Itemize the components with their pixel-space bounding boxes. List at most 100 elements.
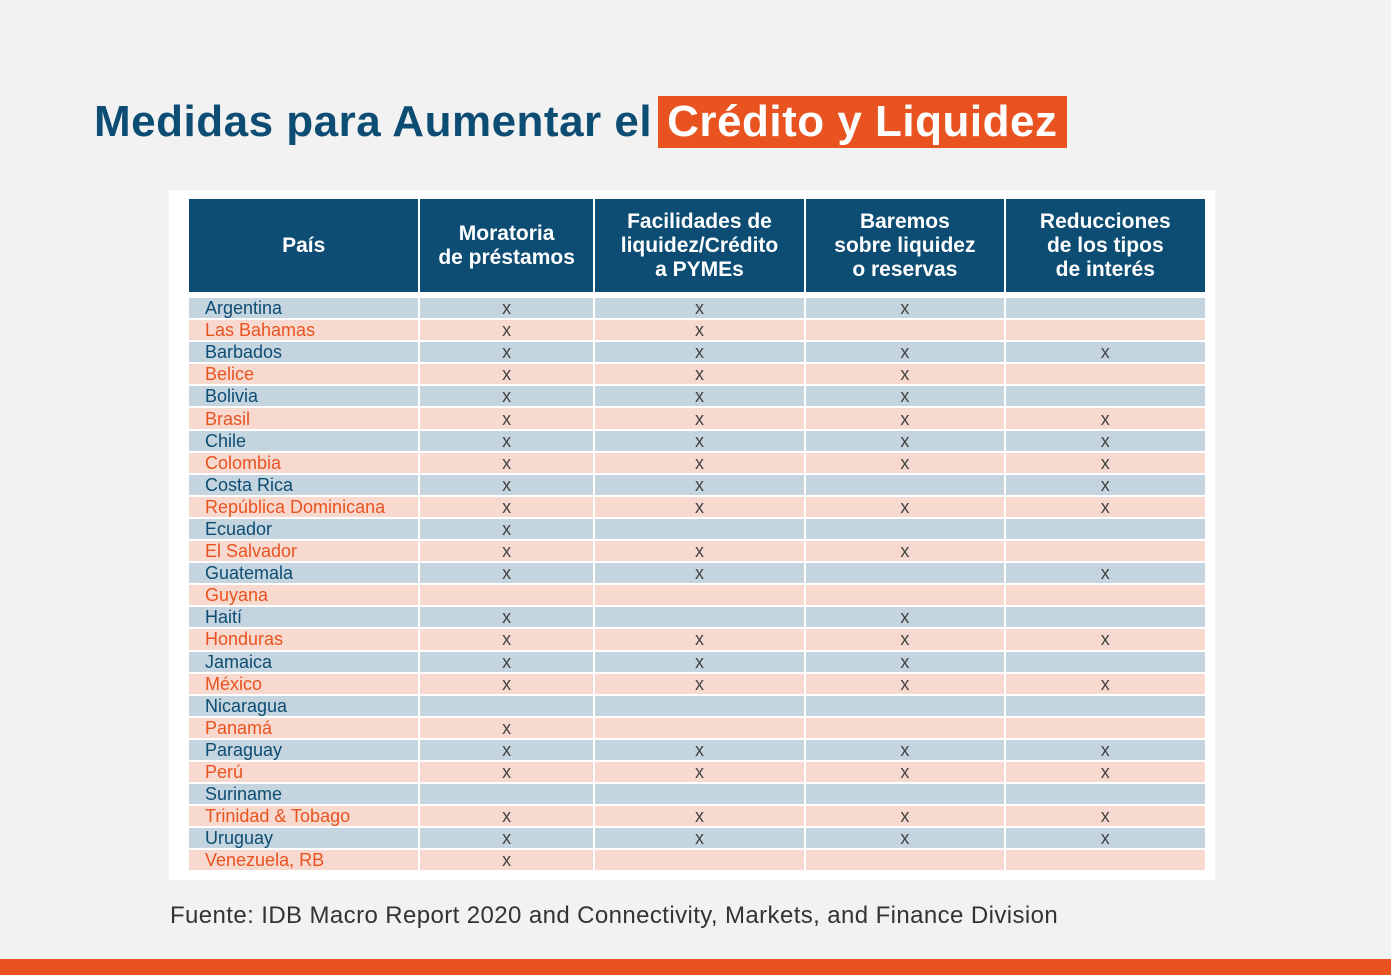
cell-loan-moratorium: x	[420, 298, 593, 319]
cell-loan-moratorium: x	[420, 563, 593, 584]
cell-liquidity-requirements: x	[806, 298, 1004, 319]
cell-liquidity-requirements: x	[806, 607, 1004, 628]
cell-rate-cuts: x	[1005, 342, 1205, 363]
cell-liquidity-facilities: x	[594, 496, 805, 517]
measures-table: País Moratoria de préstamos Facilidades …	[187, 197, 1207, 872]
bottom-accent-bar	[0, 959, 1391, 975]
cell-liquidity-facilities: x	[594, 629, 805, 650]
cell-liquidity-requirements: x	[806, 673, 1004, 694]
title-prefix: Medidas para Aumentar el	[94, 97, 653, 146]
country-cell: Uruguay	[189, 828, 419, 849]
cell-rate-cuts: x	[1005, 739, 1205, 760]
cell-loan-moratorium: x	[420, 850, 593, 871]
table-row: Brasil x x x x	[189, 408, 1205, 429]
header-rate-cuts: Reducciones de los tipos de interés	[1005, 199, 1205, 292]
cell-liquidity-requirements	[806, 784, 1004, 805]
cell-rate-cuts: x	[1005, 629, 1205, 650]
country-cell: Bolivia	[189, 386, 419, 407]
cell-rate-cuts	[1005, 585, 1205, 606]
cell-loan-moratorium: x	[420, 430, 593, 451]
cell-rate-cuts	[1005, 784, 1205, 805]
table-body: Argentina x x x Las Bahamas x x Barbados x x x x Bel…	[189, 298, 1205, 871]
cell-liquidity-facilities: x	[594, 364, 805, 385]
cell-loan-moratorium: x	[420, 806, 593, 827]
country-cell: Las Bahamas	[189, 320, 419, 341]
table-header-row: País Moratoria de préstamos Facilidades …	[189, 199, 1205, 292]
country-cell: Brasil	[189, 408, 419, 429]
cell-rate-cuts	[1005, 717, 1205, 738]
country-cell: Guyana	[189, 585, 419, 606]
cell-liquidity-facilities: x	[594, 320, 805, 341]
country-cell: México	[189, 673, 419, 694]
cell-liquidity-requirements: x	[806, 761, 1004, 783]
cell-rate-cuts: x	[1005, 761, 1205, 783]
cell-liquidity-requirements	[806, 563, 1004, 584]
cell-liquidity-facilities: x	[594, 806, 805, 827]
cell-liquidity-requirements	[806, 850, 1004, 871]
cell-loan-moratorium: x	[420, 607, 593, 628]
cell-liquidity-requirements: x	[806, 806, 1004, 827]
table-row: Panamá x	[189, 717, 1205, 738]
cell-liquidity-requirements	[806, 585, 1004, 606]
cell-liquidity-facilities: x	[594, 828, 805, 849]
table-row: Honduras x x x x	[189, 629, 1205, 650]
country-cell: Argentina	[189, 298, 419, 319]
country-cell: Venezuela, RB	[189, 850, 419, 871]
cell-rate-cuts: x	[1005, 408, 1205, 429]
cell-liquidity-requirements: x	[806, 342, 1004, 363]
header-gap	[189, 294, 1205, 296]
cell-loan-moratorium: x	[420, 408, 593, 429]
cell-rate-cuts: x	[1005, 496, 1205, 517]
cell-liquidity-facilities: x	[594, 563, 805, 584]
country-cell: Suriname	[189, 784, 419, 805]
table-row: Colombia x x x x	[189, 452, 1205, 473]
table-row: Barbados x x x x	[189, 342, 1205, 363]
header-loan-moratorium: Moratoria de préstamos	[420, 199, 593, 292]
cell-loan-moratorium: x	[420, 496, 593, 517]
cell-liquidity-facilities	[594, 607, 805, 628]
cell-liquidity-facilities: x	[594, 673, 805, 694]
cell-liquidity-requirements	[806, 320, 1004, 341]
country-cell: Colombia	[189, 452, 419, 473]
cell-rate-cuts: x	[1005, 474, 1205, 495]
cell-loan-moratorium: x	[420, 717, 593, 738]
table-card: País Moratoria de préstamos Facilidades …	[169, 190, 1215, 880]
cell-liquidity-requirements: x	[806, 496, 1004, 517]
source-note: Fuente: IDB Macro Report 2020 and Connec…	[170, 902, 1059, 929]
table-row: Jamaica x x x	[189, 651, 1205, 672]
table-row: Argentina x x x	[189, 298, 1205, 319]
cell-rate-cuts	[1005, 651, 1205, 672]
country-cell: Barbados	[189, 342, 419, 363]
cell-rate-cuts	[1005, 320, 1205, 341]
cell-rate-cuts	[1005, 518, 1205, 540]
cell-liquidity-facilities: x	[594, 342, 805, 363]
cell-liquidity-facilities	[594, 518, 805, 540]
cell-liquidity-requirements: x	[806, 364, 1004, 385]
cell-loan-moratorium	[420, 585, 593, 606]
country-cell: El Salvador	[189, 541, 419, 562]
table-row: Uruguay x x x x	[189, 828, 1205, 849]
country-cell: Honduras	[189, 629, 419, 650]
cell-loan-moratorium: x	[420, 364, 593, 385]
cell-rate-cuts: x	[1005, 806, 1205, 827]
cell-liquidity-facilities: x	[594, 408, 805, 429]
cell-loan-moratorium: x	[420, 828, 593, 849]
table-row: El Salvador x x x	[189, 541, 1205, 562]
header-liquidity-requirements: Baremos sobre liquidez o reservas	[806, 199, 1004, 292]
country-cell: Ecuador	[189, 518, 419, 540]
cell-liquidity-requirements	[806, 518, 1004, 540]
page-title: Medidas para Aumentar el Crédito y Liqui…	[94, 96, 1068, 148]
cell-liquidity-requirements: x	[806, 651, 1004, 672]
cell-liquidity-requirements: x	[806, 828, 1004, 849]
table-row: Ecuador x	[189, 518, 1205, 540]
cell-liquidity-requirements: x	[806, 629, 1004, 650]
cell-liquidity-requirements: x	[806, 541, 1004, 562]
cell-loan-moratorium: x	[420, 452, 593, 473]
cell-rate-cuts: x	[1005, 828, 1205, 849]
table-row: Haití x x	[189, 607, 1205, 628]
cell-liquidity-requirements: x	[806, 739, 1004, 760]
cell-liquidity-facilities: x	[594, 386, 805, 407]
cell-liquidity-facilities: x	[594, 430, 805, 451]
cell-rate-cuts: x	[1005, 452, 1205, 473]
cell-liquidity-facilities	[594, 850, 805, 871]
